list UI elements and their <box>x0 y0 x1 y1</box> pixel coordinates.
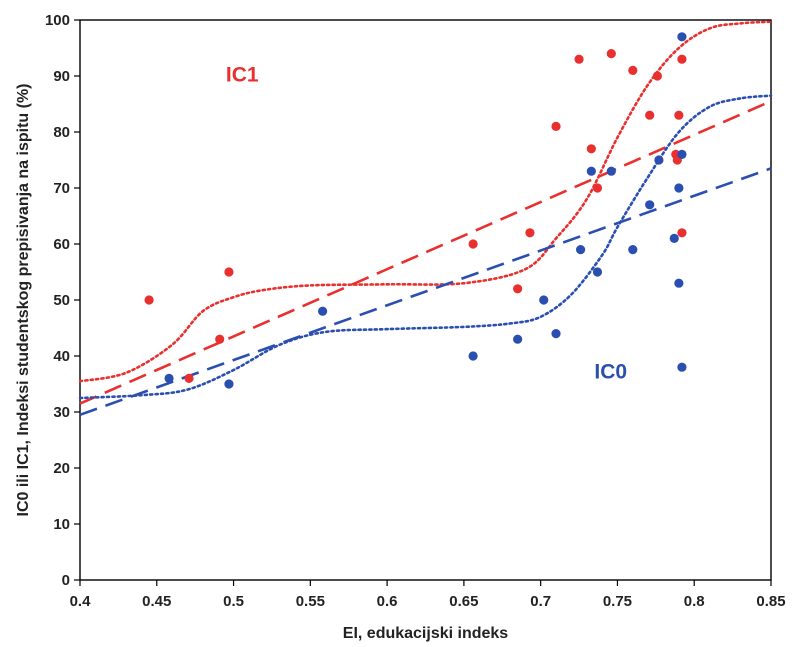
y-tick-label: 40 <box>53 348 70 365</box>
x-tick-label: 0.65 <box>449 593 478 610</box>
x-tick-label: 0.8 <box>684 593 705 610</box>
point-ic0 <box>645 200 655 210</box>
point-ic0 <box>654 155 664 165</box>
x-tick-label: 0.4 <box>70 593 92 610</box>
point-ic0 <box>468 351 478 361</box>
y-tick-label: 30 <box>53 404 70 421</box>
smooth-fit-ic1 <box>78 20 773 383</box>
fit-curves <box>78 20 773 417</box>
axes: 0.4 0.45 0.5 0.55 0.6 0.65 0.7 0.75 0.8 0.85 0 10 20… <box>45 12 786 610</box>
labels: EI, edukacijski indeks IC0 ili IC1, Inde… <box>15 64 627 642</box>
point-ic0 <box>628 245 638 255</box>
point-ic0 <box>575 245 586 255</box>
y-tick-label: 20 <box>53 460 70 477</box>
y-tick-label: 70 <box>53 180 70 197</box>
point-ic1 <box>513 284 523 294</box>
x-tick-label: 0.55 <box>296 593 325 610</box>
plot-area <box>79 19 772 581</box>
point-ic1 <box>215 334 225 344</box>
point-ic0 <box>669 233 679 243</box>
x-axis-label: EI, edukacijski indeks <box>343 625 509 642</box>
point-ic1 <box>645 110 655 120</box>
point-ic1 <box>592 183 603 193</box>
linear-trend-ic1 <box>79 100 772 405</box>
point-ic0 <box>586 166 596 176</box>
point-ic0 <box>592 267 603 277</box>
point-ic1 <box>144 295 154 305</box>
point-ic0 <box>677 32 687 42</box>
y-axis-label: IC0 ili IC1, Indeksi studentskog prepisi… <box>15 84 32 517</box>
point-ic1 <box>674 110 684 120</box>
point-ic0 <box>318 306 328 316</box>
point-ic1 <box>468 239 478 249</box>
point-ic1 <box>677 228 687 238</box>
x-tick-label: 0.5 <box>223 593 244 610</box>
y-tick-label: 10 <box>53 516 70 533</box>
point-ic1 <box>551 121 561 131</box>
x-tick-label: 0.6 <box>377 593 398 610</box>
point-ic0 <box>677 149 687 159</box>
point-ic0 <box>606 166 616 176</box>
y-tick-label: 90 <box>53 68 70 85</box>
point-ic1 <box>574 54 584 64</box>
point-ic1 <box>606 49 616 59</box>
y-tick-label: 100 <box>45 12 70 29</box>
x-tick-label: 0.75 <box>603 593 632 610</box>
point-ic1 <box>525 228 535 238</box>
x-tick-label: 0.45 <box>142 593 171 610</box>
smooth-fit-ic0 <box>78 94 773 400</box>
data-points <box>144 32 687 389</box>
series-label-ic1: IC1 <box>226 64 259 87</box>
y-tick-label: 50 <box>53 292 70 309</box>
point-ic0 <box>164 373 174 383</box>
point-ic0 <box>513 334 523 344</box>
x-tick-label: 0.7 <box>530 593 551 610</box>
point-ic0 <box>539 295 549 305</box>
plot-frame <box>79 19 772 581</box>
point-ic0 <box>674 278 684 288</box>
point-ic0 <box>224 379 234 389</box>
point-ic0 <box>674 183 684 193</box>
point-ic1 <box>677 54 687 64</box>
y-tick-label: 60 <box>53 236 70 253</box>
linear-trend-ic0 <box>79 167 772 417</box>
point-ic1 <box>586 144 596 154</box>
point-ic0 <box>551 329 561 339</box>
point-ic1 <box>184 373 194 383</box>
x-tick-label: 0.85 <box>756 593 785 610</box>
point-ic1 <box>652 71 662 81</box>
y-tick-label: 0 <box>62 572 70 589</box>
point-ic0 <box>677 362 687 372</box>
point-ic1 <box>628 65 638 75</box>
y-tick-label: 80 <box>53 124 70 141</box>
point-ic1 <box>224 267 234 277</box>
series-label-ic0: IC0 <box>594 360 627 383</box>
